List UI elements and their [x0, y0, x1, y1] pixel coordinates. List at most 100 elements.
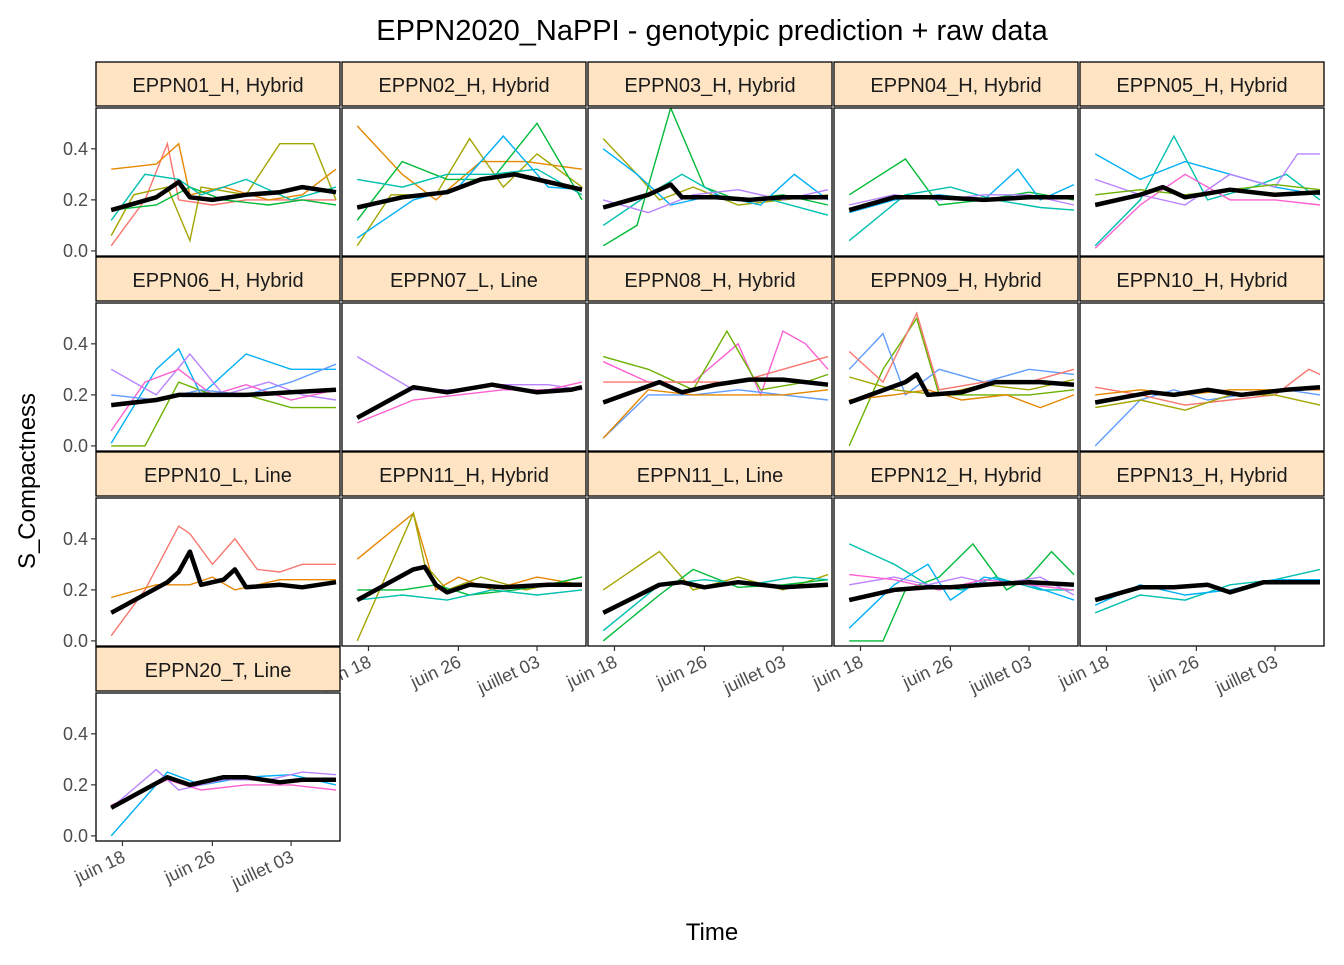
raw-series-line: [356, 135, 583, 239]
panel-series: [602, 550, 829, 642]
y-tick-label: 0.2: [63, 190, 88, 210]
y-tick-label: 0.2: [63, 385, 88, 405]
raw-series-line: [110, 173, 337, 221]
prediction-line: [110, 549, 337, 615]
facet-strip-label: EPPN20_T, Line: [145, 660, 292, 682]
panel-border: [587, 302, 833, 452]
raw-series-line: [356, 137, 583, 247]
facet-strip: [833, 61, 1079, 107]
facet-strip: [1079, 61, 1325, 107]
y-tick-label: 0.4: [63, 529, 88, 549]
facet-strip: [341, 451, 587, 497]
y-tick-label: 0.2: [63, 580, 88, 600]
raw-series-line: [110, 525, 336, 637]
raw-series-line: [1094, 173, 1321, 249]
raw-series-line: [603, 355, 829, 383]
facet-strip: [341, 256, 587, 302]
panel-border: [95, 107, 341, 257]
y-tick-label: 0.0: [63, 241, 88, 261]
raw-series-line: [110, 141, 336, 247]
y-tick-label: 0.4: [63, 139, 88, 159]
y-axis-title: S_Compactness: [14, 393, 41, 569]
panel-series: [602, 108, 829, 247]
panel-border: [341, 107, 587, 257]
panel-series: [602, 329, 829, 439]
panel-series: [110, 141, 337, 247]
raw-series-line: [110, 142, 337, 244]
panel-series: [356, 511, 583, 642]
facet-panel: EPPN07_L, Line: [341, 256, 587, 452]
facet-panel: EPPN03_H, Hybrid: [587, 61, 833, 257]
prediction-line: [356, 172, 583, 210]
prediction-line: [110, 774, 336, 810]
raw-series-line: [1095, 394, 1321, 411]
raw-series-line: [357, 589, 583, 601]
prediction-line: [356, 382, 583, 420]
facet-strip: [833, 256, 1079, 302]
facet-strip-label: EPPN04_H, Hybrid: [870, 75, 1041, 97]
panel-series: [110, 768, 337, 837]
panel-series: [848, 542, 1075, 642]
raw-series-line: [111, 142, 337, 201]
raw-series-line: [356, 122, 583, 221]
raw-series-line: [848, 332, 1075, 397]
facet-strip: [341, 61, 587, 107]
y-tick-label: 0.4: [63, 724, 88, 744]
x-axis-title: Time: [686, 919, 738, 946]
facet-strip-label: EPPN03_H, Hybrid: [624, 75, 795, 97]
facet-strip-label: EPPN02_H, Hybrid: [378, 75, 549, 97]
facet-panel: EPPN06_H, Hybrid 0.0 0.2 0.4: [63, 256, 341, 456]
panel-border: [587, 107, 833, 257]
facet-strip: [833, 451, 1079, 497]
y-tick-label: 0.0: [63, 436, 88, 456]
prediction-line: [848, 579, 1075, 603]
facet-panel: EPPN01_H, Hybrid 0.0 0.2 0.4: [63, 61, 341, 261]
facet-strip-label: EPPN06_H, Hybrid: [132, 270, 303, 292]
panel-border: [1079, 107, 1325, 257]
facet-strip-label: EPPN10_L, Line: [144, 465, 292, 487]
raw-series-line: [110, 768, 337, 809]
facet-strip: [95, 256, 341, 302]
panel-series: [1094, 368, 1321, 447]
prediction-line: [1094, 384, 1321, 405]
prediction-line: [1094, 184, 1321, 208]
facet-panel: EPPN10_H, Hybrid: [1079, 256, 1325, 452]
chart-title: EPPN2020_NaPPI - genotypic prediction + …: [376, 15, 1048, 47]
panel-series: [848, 158, 1075, 242]
panel-border: [95, 497, 341, 647]
facet-strip: [95, 451, 341, 497]
y-tick-label: 0.0: [63, 631, 88, 651]
prediction-line: [110, 179, 337, 213]
facet-strip: [587, 451, 833, 497]
facet-strip-label: EPPN10_H, Hybrid: [1116, 270, 1287, 292]
facet-panel: EPPN10_L, Line 0.0 0.2 0.4: [63, 451, 341, 651]
panel-border: [341, 497, 587, 647]
facet-strip: [1079, 256, 1325, 302]
raw-series-line: [602, 148, 829, 206]
facet-strip: [1079, 451, 1325, 497]
prediction-line: [356, 564, 582, 603]
raw-series-line: [602, 389, 829, 439]
raw-series-line: [356, 125, 583, 201]
panel-series: [848, 311, 1075, 447]
raw-series-line: [848, 186, 1075, 242]
panel-series: [356, 122, 583, 247]
facet-strip-label: EPPN01_H, Hybrid: [132, 75, 303, 97]
prediction-line: [602, 182, 828, 210]
prediction-line: [848, 372, 1075, 405]
prediction-line: [1094, 579, 1320, 603]
facet-panel: EPPN08_H, Hybrid: [587, 256, 833, 452]
raw-series-line: [602, 389, 829, 439]
facet-strip: [95, 646, 341, 692]
prediction-line: [848, 195, 1074, 213]
panel-border: [833, 302, 1079, 452]
prediction-line: [602, 579, 829, 615]
raw-series-line: [849, 576, 1075, 596]
facet-strip-label: EPPN13_H, Hybrid: [1116, 465, 1287, 487]
panel-border: [833, 497, 1079, 647]
raw-series-line: [848, 158, 1075, 206]
prediction-line: [110, 387, 337, 408]
raw-series-line: [849, 389, 1075, 409]
